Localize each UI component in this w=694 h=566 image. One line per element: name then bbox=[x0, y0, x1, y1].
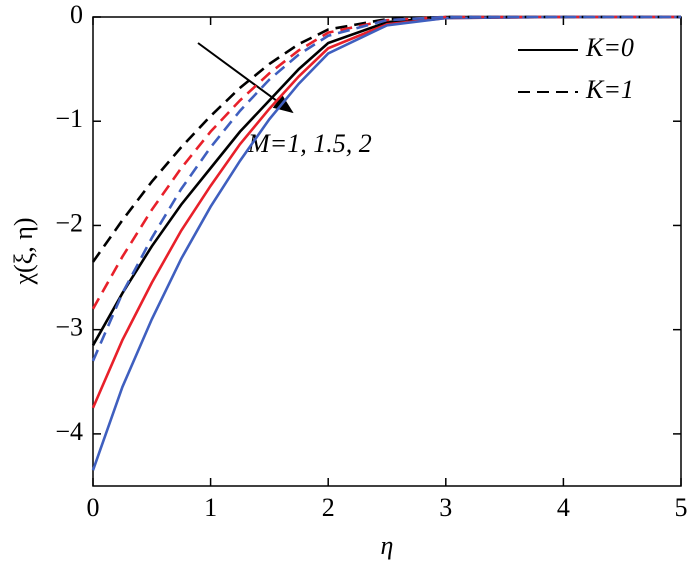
y-axis-label: χ(ξ, η) bbox=[9, 217, 38, 285]
y-tick-label: −1 bbox=[55, 104, 83, 133]
series-line bbox=[91, 15, 681, 346]
y-tick-label: 0 bbox=[70, 0, 83, 29]
series-line bbox=[91, 15, 681, 362]
series-line bbox=[91, 15, 681, 310]
y-tick-label: −2 bbox=[55, 208, 83, 237]
series-line bbox=[91, 15, 681, 263]
x-axis-label: η bbox=[381, 531, 394, 560]
plot-frame bbox=[92, 16, 682, 487]
x-tick-label: 2 bbox=[322, 493, 335, 522]
annotation: M=1, 1.5, 2 bbox=[247, 129, 372, 158]
x-tick-label: 4 bbox=[557, 493, 570, 522]
x-tick-label: 5 bbox=[675, 493, 688, 522]
arrow bbox=[197, 42, 294, 114]
x-tick-label: 0 bbox=[87, 493, 100, 522]
y-tick-label: −3 bbox=[55, 313, 83, 342]
x-tick-label: 1 bbox=[204, 493, 217, 522]
x-tick-label: 3 bbox=[439, 493, 452, 522]
y-tick-label: −4 bbox=[55, 417, 83, 446]
legend-label: K=1 bbox=[585, 75, 634, 104]
legend-label: K=0 bbox=[585, 33, 634, 62]
